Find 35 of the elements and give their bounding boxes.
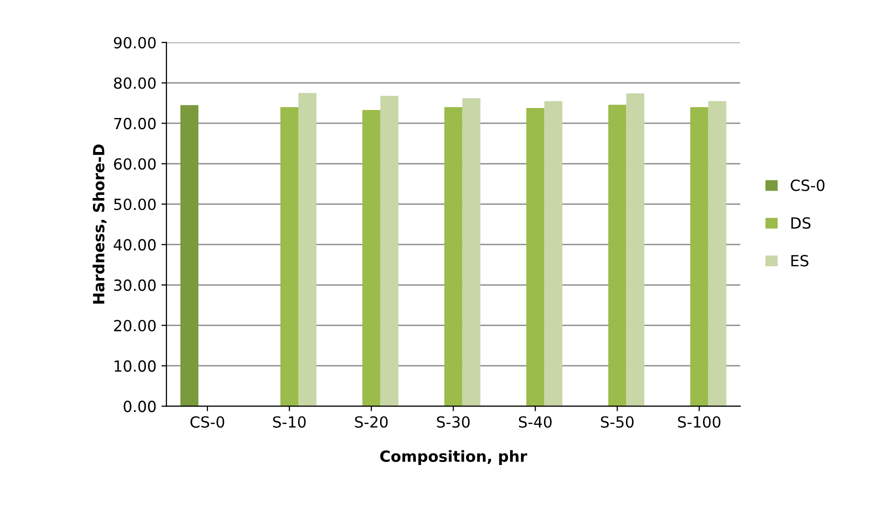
x-tick-label: S-10 [273,416,306,428]
legend-label: DS [791,217,810,229]
bar [362,110,380,406]
legend-label: ES [791,254,808,266]
bar [626,93,644,406]
bar [280,107,298,406]
y-tick-label: 10.00 [114,360,156,372]
bar [380,96,398,406]
y-tick-label: 20.00 [114,320,156,332]
y-tick-label: 40.00 [114,239,156,251]
y-tick-label: 0.00 [124,400,156,412]
y-axis-title: Hardness, Shore-D [92,144,106,304]
y-tick-label: 30.00 [114,279,156,291]
bar [608,104,626,406]
y-tick-label: 80.00 [114,77,156,89]
x-tick-label: CS-0 [190,416,224,428]
x-axis-title: Composition, phr [380,450,528,465]
x-tick-label: S-30 [437,416,470,428]
y-tick-label: 90.00 [114,36,156,48]
bar [298,93,316,406]
bar [544,101,562,406]
bar [708,101,726,406]
y-tick-label: 70.00 [114,118,156,130]
y-tick-label: 50.00 [114,198,156,210]
bar [180,105,198,406]
bar [462,98,480,406]
bar [690,107,708,406]
bar [444,107,462,406]
x-tick-label: S-20 [355,416,388,428]
legend-label: CS-0 [790,180,824,192]
x-tick-label: S-40 [518,416,552,428]
x-tick-label: S-50 [600,416,634,428]
y-tick-label: 60.00 [114,158,156,170]
bar [526,108,544,406]
x-tick-label: S-100 [678,416,720,428]
